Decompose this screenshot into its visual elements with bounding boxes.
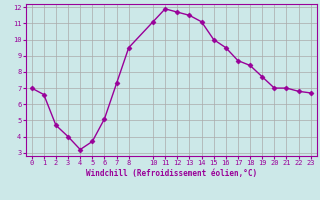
X-axis label: Windchill (Refroidissement éolien,°C): Windchill (Refroidissement éolien,°C): [86, 169, 257, 178]
